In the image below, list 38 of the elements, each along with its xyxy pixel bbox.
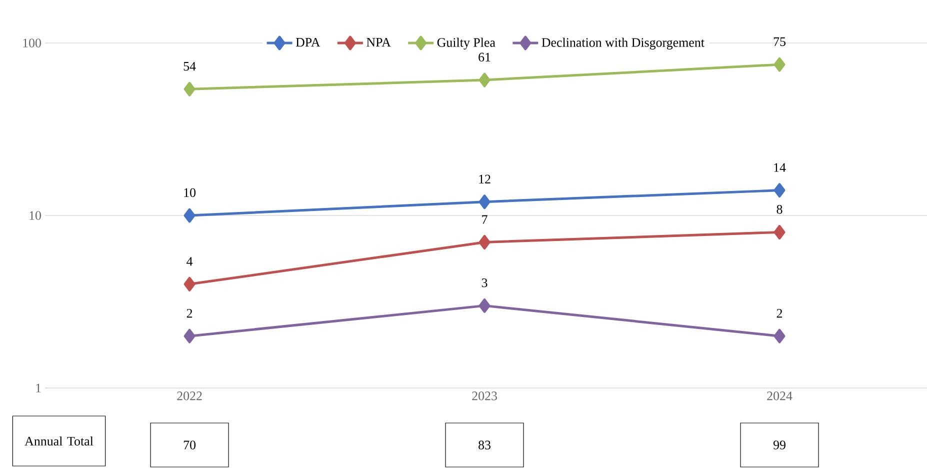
data-label: 2 [776,308,782,318]
data-label: 61 [478,52,490,62]
text: 99 [773,440,786,450]
point [184,82,196,96]
point [478,72,490,88]
data-label: 8 [776,204,782,214]
point [774,328,786,344]
text: Annual Total [24,436,94,446]
legend-label: Guilty Plea [437,38,496,50]
point [478,194,490,210]
data-label: 10 [184,188,196,197]
legend-label: Declination with Disgorgement [542,38,704,50]
data-label: 75 [774,37,786,46]
point [774,57,786,72]
text: 83 [478,440,490,450]
data-label: 2 [186,308,192,318]
data-label: 4 [186,257,193,266]
y-tick-label: 10 [30,211,41,220]
point [184,208,196,223]
point [478,298,490,313]
data-label: 12 [479,174,490,184]
data-label: 3 [482,278,488,288]
y-tick-label: 100 [23,38,41,48]
x-tick-label: 2024 [767,392,792,400]
point [184,276,196,292]
data-label: 54 [184,62,196,71]
x-tick-label: 2023 [472,392,497,400]
legend-label: DPA [296,38,320,47]
point [774,183,786,198]
point [774,224,786,240]
text: 70 [184,440,196,450]
legend-label: NPA [366,38,391,47]
point [184,328,196,344]
data-label: 14 [774,163,786,172]
x-tick-label: 2022 [177,392,202,400]
data-label: 7 [482,215,488,224]
y-tick-label: 1 [36,384,41,392]
point [478,235,490,250]
